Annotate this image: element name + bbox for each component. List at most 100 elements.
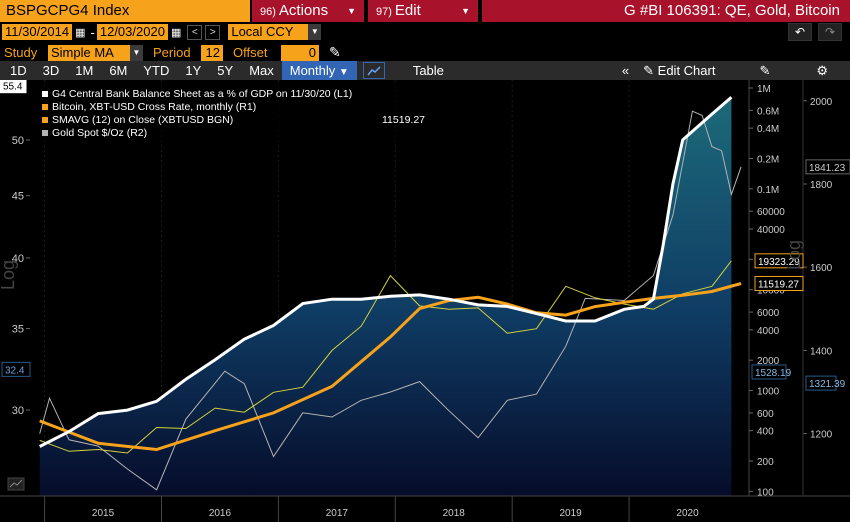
right1-secondary-badge: 1528.19 bbox=[755, 368, 792, 379]
right1-tick-label: 0.1M bbox=[757, 185, 779, 196]
settings-gear-icon[interactable]: ⚙ bbox=[816, 62, 829, 78]
x-tick-label: 2018 bbox=[443, 508, 466, 519]
undo-icon[interactable]: ↶ bbox=[788, 23, 812, 41]
bitcoin-series-line bbox=[39, 260, 732, 454]
timeframe-1y[interactable]: 1Y bbox=[185, 63, 202, 78]
study-dropdown-icon[interactable]: ▼ bbox=[130, 44, 143, 61]
currency-dropdown-icon[interactable]: ▼ bbox=[308, 24, 322, 40]
table-button[interactable]: Table bbox=[412, 63, 444, 78]
timeframe-6m[interactable]: 6M bbox=[109, 63, 128, 78]
prev-arrow-icon[interactable]: < bbox=[187, 24, 203, 40]
gold-last-badge-bg bbox=[805, 159, 850, 175]
right2-tick-label: 1200 bbox=[810, 430, 833, 441]
legend-label: Bitcoin, XBT-USD Cross Rate, monthly (R1… bbox=[52, 101, 257, 113]
edit-caret-icon: ▼ bbox=[461, 6, 470, 16]
frequency-label: Monthly bbox=[289, 63, 336, 78]
timeframe-1m[interactable]: 1M bbox=[75, 63, 94, 78]
frequency-dropdown-icon: ▼ bbox=[338, 67, 349, 78]
right2-secondary-badge-bg bbox=[805, 375, 837, 391]
left-tick-label: 35 bbox=[12, 324, 24, 336]
edit-menu-number: 97) bbox=[376, 5, 392, 18]
timeframe-1d[interactable]: 1D bbox=[10, 63, 27, 78]
balance-sheet-area bbox=[39, 97, 732, 497]
legend-swatch bbox=[42, 117, 48, 123]
right1-tick-label: 6000 bbox=[757, 308, 780, 319]
left-tick-label: 30 bbox=[12, 405, 24, 417]
left-secondary-badge-bg bbox=[1, 361, 31, 377]
calendar-icon[interactable]: ▦ bbox=[170, 26, 182, 39]
right2-secondary-badge: 1321.39 bbox=[809, 379, 846, 390]
legend-label: SMAVG (12) on Close (XBTUSD BGN) bbox=[52, 114, 234, 126]
actions-caret-icon: ▼ bbox=[347, 6, 356, 16]
right-axis-label: Log bbox=[784, 240, 804, 270]
left-last-badge-bg bbox=[0, 80, 27, 94]
x-tick-label: 2020 bbox=[676, 508, 699, 519]
right1-tick-label: 60000 bbox=[757, 207, 785, 218]
study-label: Study bbox=[4, 45, 38, 60]
x-tick-label: 2015 bbox=[92, 508, 115, 519]
legend-label: Gold Spot $/Oz (R2) bbox=[52, 127, 148, 139]
right1-tick-label: 1000 bbox=[757, 387, 780, 398]
right1-tick-label: 2000 bbox=[757, 356, 780, 367]
legend-swatch bbox=[42, 91, 48, 97]
edit-menu-button[interactable]: 97) Edit ▼ bbox=[368, 0, 478, 22]
calendar-icon[interactable]: ▦ bbox=[75, 26, 86, 39]
right2-tick-label: 1800 bbox=[810, 180, 833, 191]
bitcoin-last-badge-bg bbox=[754, 253, 804, 269]
annotate-icon[interactable]: ✎ bbox=[759, 62, 771, 78]
right1-tick-label: 4000 bbox=[757, 326, 780, 337]
axes: 30 35 40 45 50 100 200 400 600 1000 2000 4000 6000 10… bbox=[0, 80, 850, 522]
right2-tick-label: 1400 bbox=[810, 346, 833, 357]
study-select[interactable]: Simple MA bbox=[48, 44, 130, 61]
offset-label: Offset bbox=[233, 45, 268, 60]
x-tick-label: 2016 bbox=[209, 508, 232, 519]
right1-tick-label: 400 bbox=[757, 427, 774, 438]
right1-tick-label: 10000 bbox=[757, 286, 785, 297]
timeframe-3d[interactable]: 3D bbox=[42, 63, 60, 78]
right1-tick-label: 40000 bbox=[757, 225, 785, 236]
smavg-last-badge-bg bbox=[754, 275, 804, 291]
right2-tick-label: 2000 bbox=[810, 97, 833, 108]
legend-swatch bbox=[42, 104, 48, 110]
chart-title: G #BI 106391: QE, Gold, Bitcoin bbox=[482, 0, 850, 22]
chart-legend: G4 Central Bank Balance Sheet as a % of … bbox=[38, 85, 433, 141]
redo-icon[interactable]: ↷ bbox=[818, 23, 842, 41]
mini-chart-icon bbox=[9, 479, 23, 488]
actions-menu-label: Actions bbox=[278, 1, 329, 19]
frequency-select[interactable]: Monthly ▼ bbox=[281, 61, 357, 80]
timeframe-max[interactable]: Max bbox=[249, 63, 274, 78]
offset-field[interactable]: 0 bbox=[281, 44, 319, 61]
period-label: Period bbox=[153, 45, 191, 60]
right1-tick-label: 0.6M bbox=[757, 106, 779, 117]
legend-value: 11519.27 bbox=[382, 114, 426, 126]
actions-menu-button[interactable]: 96) Actions ▼ bbox=[252, 0, 364, 22]
gold-last-badge: 1841.23 bbox=[809, 163, 846, 174]
right1-tick-label: 0.2M bbox=[757, 154, 779, 165]
start-date-field[interactable]: 11/30/2014 bbox=[2, 24, 73, 40]
line-chart-icon[interactable] bbox=[362, 62, 385, 79]
left-tick-label: 40 bbox=[12, 253, 24, 265]
left-tick-label: 45 bbox=[12, 191, 24, 203]
date-separator: - bbox=[90, 24, 95, 40]
legend-label: G4 Central Bank Balance Sheet as a % of … bbox=[52, 88, 353, 100]
end-date-field[interactable]: 12/03/2020 bbox=[96, 24, 168, 40]
left-last-badge: 55.4 bbox=[3, 82, 23, 93]
right1-secondary-badge-bg bbox=[751, 364, 787, 380]
right1-tick-label: 200 bbox=[757, 457, 774, 468]
chart-area[interactable]: 30 35 40 45 50 100 200 400 600 1000 2000 4000 6000 10… bbox=[0, 80, 850, 522]
right1-tick-label: 100 bbox=[757, 487, 774, 498]
balance-sheet-series-line bbox=[39, 96, 733, 448]
left-axis-label: Log bbox=[0, 260, 18, 290]
collapse-icon[interactable]: « bbox=[621, 63, 630, 78]
edit-chart-button[interactable]: ✎ Edit Chart bbox=[643, 63, 715, 79]
pencil-icon[interactable]: ✎ bbox=[329, 44, 341, 60]
currency-select[interactable]: Local CCY bbox=[228, 24, 309, 40]
next-arrow-icon[interactable]: > bbox=[205, 24, 221, 40]
period-field[interactable]: 12 bbox=[201, 44, 223, 61]
timeframe-5y[interactable]: 5Y bbox=[217, 63, 234, 78]
right1-tick-label: 600 bbox=[757, 409, 774, 420]
ticker-field[interactable]: BSPGCPG4 Index bbox=[0, 0, 250, 22]
legend-swatch bbox=[42, 130, 48, 136]
pencil-icon: ✎ bbox=[643, 62, 655, 78]
timeframe-ytd[interactable]: YTD bbox=[143, 63, 170, 78]
